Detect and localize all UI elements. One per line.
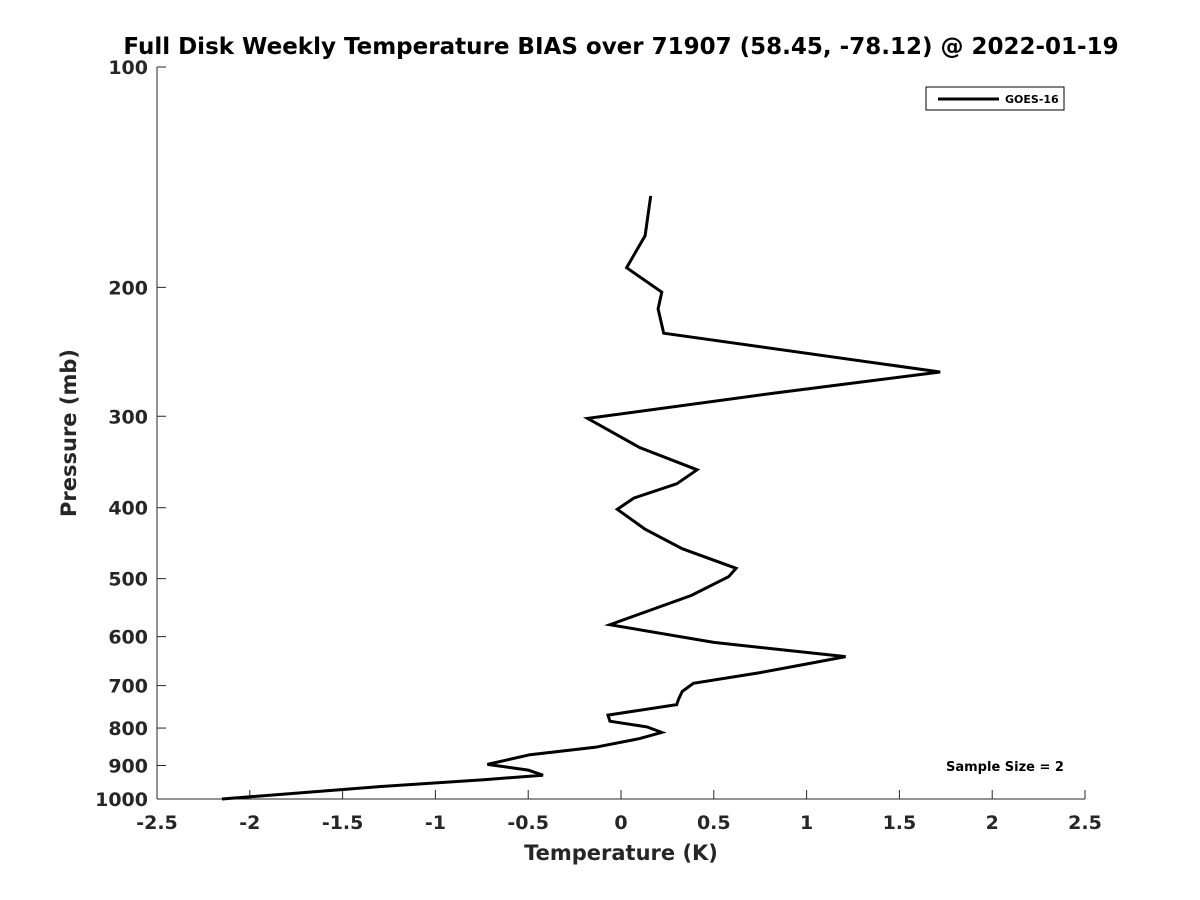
y-tick-label: 800 [108,718,148,740]
x-tick-label: -2.5 [136,812,178,834]
x-tick-label: -0.5 [507,812,549,834]
sample-size-annotation: Sample Size = 2 [946,760,1064,775]
x-tick-label: -1 [425,812,446,834]
y-axis-label: Pressure (mb) [57,349,81,517]
y-tick-label: 900 [108,756,148,778]
y-tick-label: 400 [108,498,148,520]
y-tick-label: 100 [108,57,148,79]
series-group [221,195,941,801]
legend-label-goes16: GOES-16 [1005,93,1059,106]
x-tick-label: 0 [614,812,627,834]
y-tick-label: 700 [108,676,148,698]
x-tick-label: -2 [239,812,260,834]
y-tick-label: 1000 [95,789,148,811]
y-tick-label: 600 [108,627,148,649]
x-tick-label: 2 [986,812,999,834]
series-line-goes16 [221,195,941,801]
x-axis-label: Temperature (K) [524,841,718,865]
y-tick-labels: 100 200 300 400 500 600 700 800 900 1000 [95,57,148,811]
x-tick-label: -1.5 [322,812,364,834]
axes [156,67,1085,800]
x-tick-label: 2.5 [1068,812,1102,834]
y-tick-label: 200 [108,277,148,299]
x-tick-label: 0.5 [697,812,731,834]
x-tick-label: 1.5 [883,812,917,834]
chart-title: Full Disk Weekly Temperature BIAS over 7… [123,34,1118,60]
legend: GOES-16 [925,86,1065,111]
y-tick-label: 500 [108,569,148,591]
x-tick-labels: -2.5 -2 -1.5 -1 -0.5 0 0.5 1 1.5 2 2.5 [136,812,1102,834]
y-tick-label: 300 [108,406,148,428]
tick-marks [156,66,1086,800]
x-tick-label: 1 [800,812,813,834]
